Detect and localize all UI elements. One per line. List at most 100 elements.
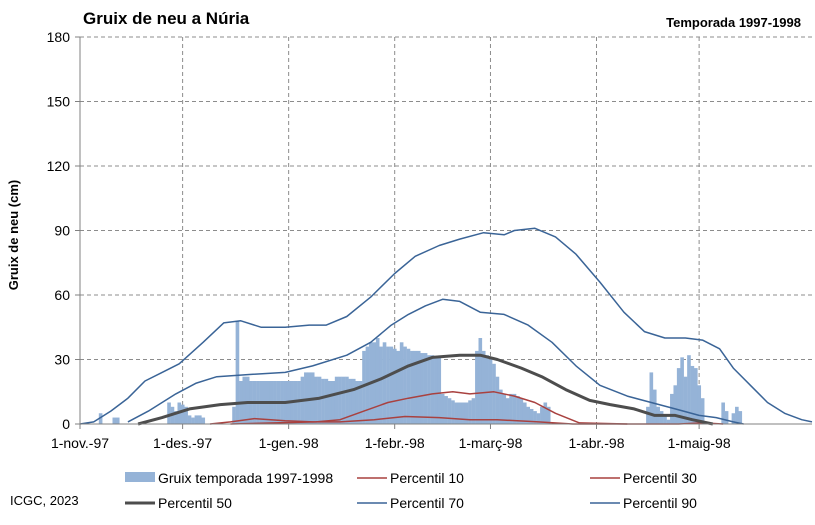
percentil-10-line — [209, 415, 628, 425]
snow-depth-bar — [536, 413, 541, 424]
snow-depth-bar — [304, 372, 308, 424]
snow-depth-bar — [180, 404, 185, 424]
snow-depth-bar — [492, 363, 496, 424]
snow-depth-bar — [201, 417, 206, 424]
snow-depth-bar — [362, 350, 366, 424]
snow-depth-bar — [410, 350, 414, 424]
snow-depth-bar — [670, 393, 674, 424]
snow-depth-bar — [457, 402, 462, 424]
snow-depth-bar — [499, 389, 503, 424]
snow-depth-bar — [731, 413, 736, 424]
x-tick-label: 1-maig-98 — [668, 435, 731, 451]
snow-depth-bar — [235, 320, 240, 424]
chart-title: Gruix de neu a Núria — [83, 9, 250, 28]
snow-depth-bar — [461, 402, 466, 424]
snow-depth-bar — [232, 406, 236, 424]
snow-depth-bar — [529, 408, 534, 424]
y-tick-label: 0 — [62, 416, 70, 432]
snow-depth-bar — [649, 372, 654, 424]
legend-label: Percentil 10 — [390, 470, 464, 486]
snow-depth-bar — [509, 393, 513, 424]
snow-depth-bar — [358, 381, 363, 424]
snow-depth-bar — [317, 376, 322, 424]
snow-depth-bar — [659, 411, 664, 424]
snow-depth-bar — [444, 396, 448, 424]
y-tick-labels: 0 30 60 90 120 150 180 — [47, 29, 80, 432]
snow-depth-bar — [115, 417, 120, 424]
snow-depth-bar — [355, 381, 359, 424]
snow-depth-bar — [420, 353, 424, 424]
x-tick-label: 1-març-98 — [459, 435, 523, 451]
percentil-90-line — [79, 227, 813, 425]
y-tick-label: 90 — [54, 223, 70, 239]
snow-depth-bar — [543, 402, 548, 424]
snow-depth-bar — [471, 398, 476, 424]
snow-depth-bar — [416, 350, 421, 424]
legend-label: Percentil 30 — [623, 470, 697, 486]
snow-depth-bar — [348, 378, 353, 424]
snow-depth-bar — [423, 353, 428, 424]
snow-depth-bar — [526, 406, 531, 424]
snow-depth-bar — [427, 355, 431, 424]
snow-depth-bar — [495, 376, 500, 424]
gridlines — [80, 36, 812, 424]
y-axis-label: Gruix de neu (cm) — [6, 180, 21, 291]
snow-depth-bar — [406, 348, 411, 424]
snow-depth-bar — [314, 376, 318, 424]
snow-depth-bar — [167, 402, 171, 424]
snow-depth-bar — [112, 417, 117, 424]
snow-depth-bar — [700, 398, 705, 424]
snow-depth-bar — [327, 381, 332, 424]
legend-label: Percentil 50 — [158, 495, 232, 511]
snow-depth-bar — [324, 378, 329, 424]
snow-depth-bar — [403, 346, 407, 424]
snow-depth-bar — [522, 402, 527, 424]
snow-depth-bar — [519, 398, 524, 424]
legend-label: Percentil 90 — [623, 495, 697, 511]
y-tick-label: 180 — [47, 29, 71, 45]
snow-depth-bar — [430, 355, 435, 424]
snow-depth-bar — [646, 406, 650, 424]
snow-depth-bar — [485, 355, 489, 424]
snow-depth-bar — [379, 346, 383, 424]
snow-depth-bar — [382, 342, 387, 424]
percentil-50-line — [137, 353, 714, 426]
snow-depth-bar — [666, 419, 671, 424]
snow-depth-bar — [434, 357, 438, 424]
snow-depth-bar — [690, 365, 695, 424]
snow-depth-bar — [297, 381, 301, 424]
snow-depth-bar — [351, 378, 356, 424]
snow-depth-bar — [512, 393, 517, 424]
snow-depth-bar — [451, 400, 455, 424]
x-tick-labels: 1-nov.-97 1-des.-97 1-gen.-98 1-febr.-98 1-m… — [51, 424, 731, 451]
snow-depth-bar — [321, 378, 325, 424]
snow-depth-bar — [392, 348, 397, 424]
snow-depth-bar — [735, 406, 739, 424]
legend-label: Gruix temporada 1997-1998 — [158, 470, 333, 486]
y-tick-label: 150 — [47, 94, 71, 110]
y-tick-label: 30 — [54, 352, 70, 368]
x-tick-label: 1-nov.-97 — [51, 435, 109, 451]
snow-depth-bar — [334, 376, 339, 424]
y-tick-label: 120 — [47, 158, 71, 174]
snow-depth-bar — [447, 398, 452, 424]
snow-depth-bar — [174, 411, 178, 424]
snow-depth-bar — [413, 350, 418, 424]
snow-depth-bar — [687, 355, 691, 424]
snow-depth-bar — [478, 338, 483, 424]
snow-depth-bar — [724, 411, 729, 424]
snow-depth-bar — [338, 376, 342, 424]
snow-depth-bar — [516, 396, 520, 424]
snow-depth-bar — [652, 389, 657, 424]
snow-depth-bar — [440, 393, 445, 424]
snow-depth-bar — [386, 346, 390, 424]
snow-depth-bar — [454, 402, 459, 424]
snow-depth-bar — [331, 381, 336, 424]
snow-depth-bar — [680, 357, 684, 424]
snow-depth-bar — [693, 368, 698, 424]
legend: Gruix temporada 1997-1998 Percentil 10 Per… — [125, 470, 697, 511]
snow-depth-bar — [721, 402, 725, 424]
snow-depth-bar — [673, 385, 678, 424]
snow-depth-bar — [372, 342, 377, 424]
